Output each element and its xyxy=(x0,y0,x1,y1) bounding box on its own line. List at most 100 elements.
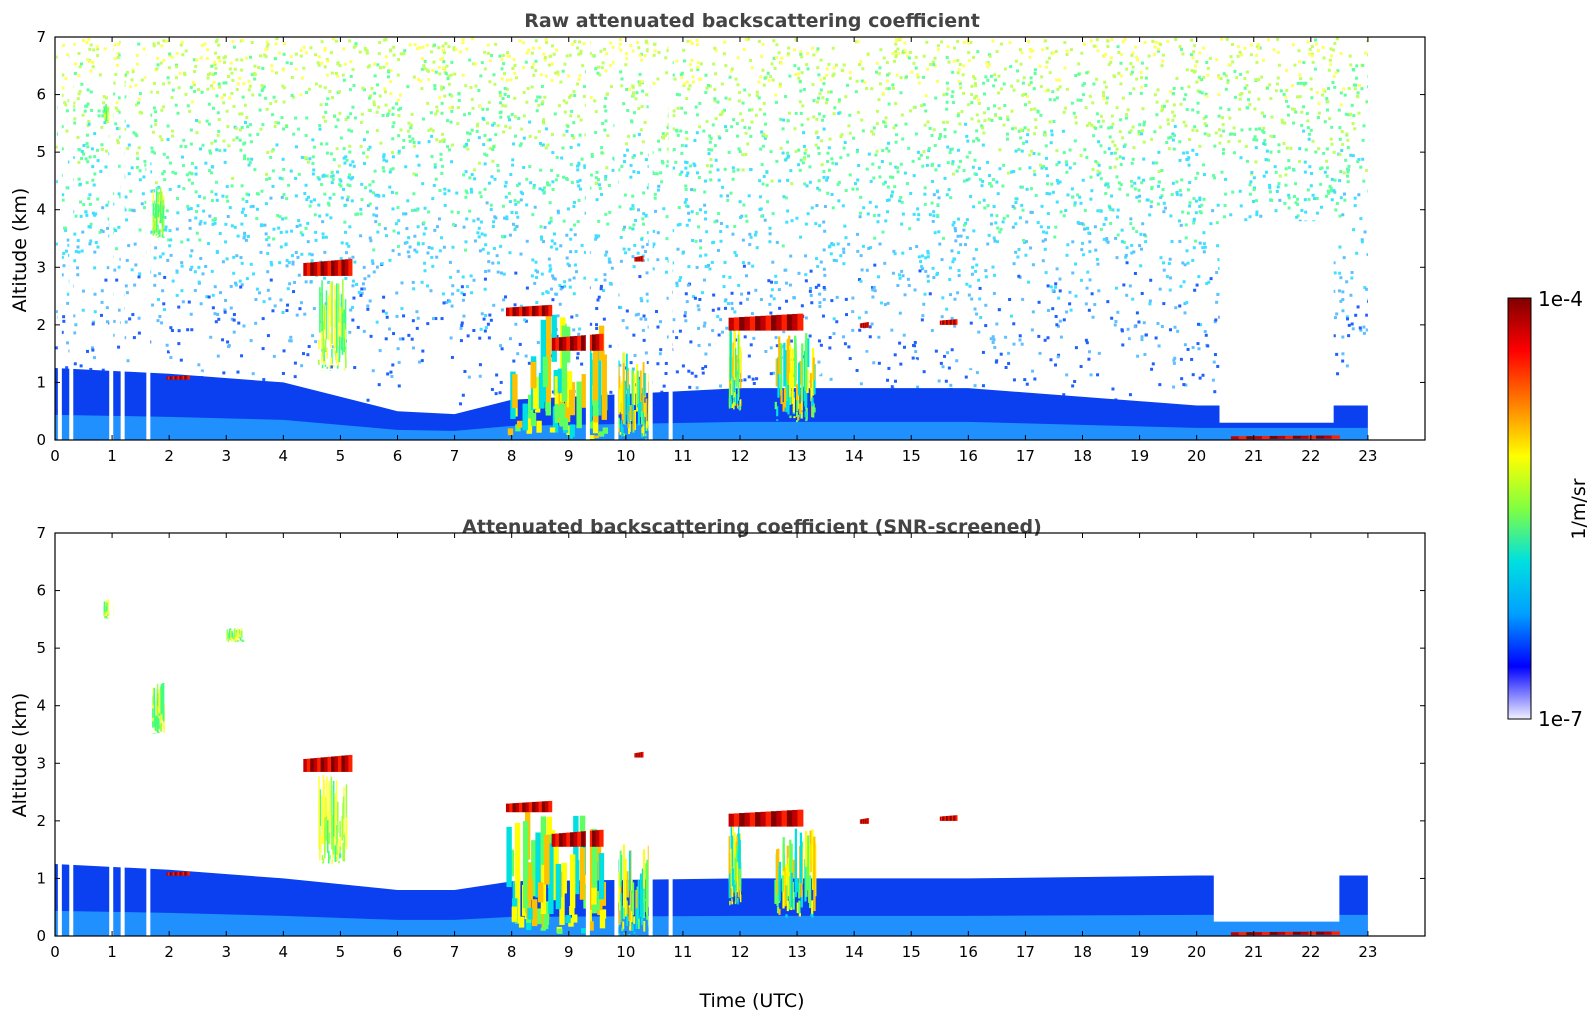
noise-pixel xyxy=(1346,170,1350,174)
noise-pixel xyxy=(853,182,857,186)
noise-pixel xyxy=(317,203,321,207)
noise-pixel xyxy=(1265,149,1269,153)
noise-pixel xyxy=(972,55,976,59)
noise-pixel xyxy=(924,109,928,113)
noise-pixel xyxy=(508,200,512,204)
noise-pixel xyxy=(60,273,64,277)
noise-pixel xyxy=(306,240,310,244)
noise-pixel xyxy=(651,267,655,271)
noise-pixel xyxy=(327,280,331,284)
noise-pixel xyxy=(922,54,926,58)
noise-pixel xyxy=(1319,182,1323,186)
noise-pixel xyxy=(891,190,895,194)
noise-pixel xyxy=(1169,276,1173,280)
noise-pixel xyxy=(320,61,324,65)
noise-pixel xyxy=(1332,261,1336,265)
noise-pixel xyxy=(1295,95,1299,99)
noise-pixel xyxy=(246,125,250,129)
noise-pixel xyxy=(1166,39,1170,43)
noise-pixel xyxy=(891,271,895,275)
noise-pixel xyxy=(167,66,171,70)
noise-pixel xyxy=(130,166,134,170)
noise-pixel xyxy=(383,87,387,91)
noise-pixel xyxy=(384,337,388,341)
noise-pixel xyxy=(1110,125,1114,129)
noise-pixel xyxy=(101,230,105,234)
noise-pixel xyxy=(568,285,572,289)
noise-pixel xyxy=(549,216,553,220)
noise-pixel xyxy=(1221,151,1225,155)
noise-pixel xyxy=(1279,89,1283,93)
noise-pixel xyxy=(711,123,715,127)
noise-pixel xyxy=(218,59,222,63)
noise-pixel xyxy=(483,287,487,291)
noise-pixel xyxy=(311,368,315,372)
noise-pixel xyxy=(888,162,892,166)
noise-pixel xyxy=(240,68,244,72)
noise-pixel xyxy=(551,298,555,302)
noise-pixel xyxy=(1073,162,1077,166)
noise-pixel xyxy=(402,314,406,318)
noise-pixel xyxy=(1081,241,1085,245)
noise-pixel xyxy=(447,148,451,152)
noise-pixel xyxy=(1175,76,1179,80)
noise-pixel xyxy=(419,79,423,83)
noise-pixel xyxy=(1128,91,1132,95)
noise-pixel xyxy=(800,123,804,127)
noise-pixel xyxy=(1109,60,1113,64)
noise-pixel xyxy=(708,267,712,271)
noise-pixel xyxy=(878,82,882,86)
noise-pixel xyxy=(435,105,439,109)
noise-pixel xyxy=(320,40,324,44)
noise-pixel xyxy=(923,123,927,127)
noise-pixel xyxy=(619,259,623,263)
noise-pixel xyxy=(964,122,968,126)
noise-pixel xyxy=(1327,191,1331,195)
noise-pixel xyxy=(855,187,859,191)
noise-pixel xyxy=(782,195,786,199)
noise-pixel xyxy=(1137,199,1141,203)
noise-pixel xyxy=(396,206,400,210)
noise-pixel xyxy=(1142,178,1146,182)
noise-pixel xyxy=(162,82,166,86)
noise-pixel xyxy=(431,69,435,73)
noise-pixel xyxy=(995,214,999,218)
noise-pixel xyxy=(382,158,386,162)
noise-pixel xyxy=(472,219,476,223)
noise-pixel xyxy=(760,55,764,59)
noise-pixel xyxy=(1255,210,1259,214)
noise-pixel xyxy=(1338,137,1342,141)
noise-pixel xyxy=(397,252,401,256)
noise-pixel xyxy=(281,84,285,88)
noise-pixel xyxy=(396,244,400,248)
noise-pixel xyxy=(170,329,174,333)
noise-pixel xyxy=(348,88,352,92)
noise-pixel xyxy=(353,366,357,370)
noise-pixel xyxy=(571,42,575,46)
noise-pixel xyxy=(382,155,386,159)
noise-pixel xyxy=(834,63,838,67)
noise-pixel xyxy=(565,129,569,133)
noise-pixel xyxy=(693,188,697,192)
noise-pixel xyxy=(397,149,401,153)
noise-pixel xyxy=(572,276,576,280)
noise-pixel xyxy=(249,140,253,144)
noise-pixel xyxy=(1292,121,1296,125)
noise-pixel xyxy=(1136,58,1140,62)
noise-pixel xyxy=(1176,329,1180,333)
noise-pixel xyxy=(695,386,699,390)
noise-pixel xyxy=(1062,110,1066,114)
noise-pixel xyxy=(1201,373,1205,377)
noise-pixel xyxy=(628,226,632,230)
noise-pixel xyxy=(1137,176,1141,180)
noise-pixel xyxy=(724,363,728,367)
noise-pixel xyxy=(385,62,389,66)
noise-pixel xyxy=(986,242,990,246)
noise-pixel xyxy=(1360,238,1364,242)
noise-pixel xyxy=(645,93,649,97)
noise-pixel xyxy=(975,129,979,133)
noise-pixel xyxy=(429,127,433,131)
noise-pixel xyxy=(832,243,836,247)
noise-pixel xyxy=(919,104,923,108)
noise-pixel xyxy=(836,242,840,246)
